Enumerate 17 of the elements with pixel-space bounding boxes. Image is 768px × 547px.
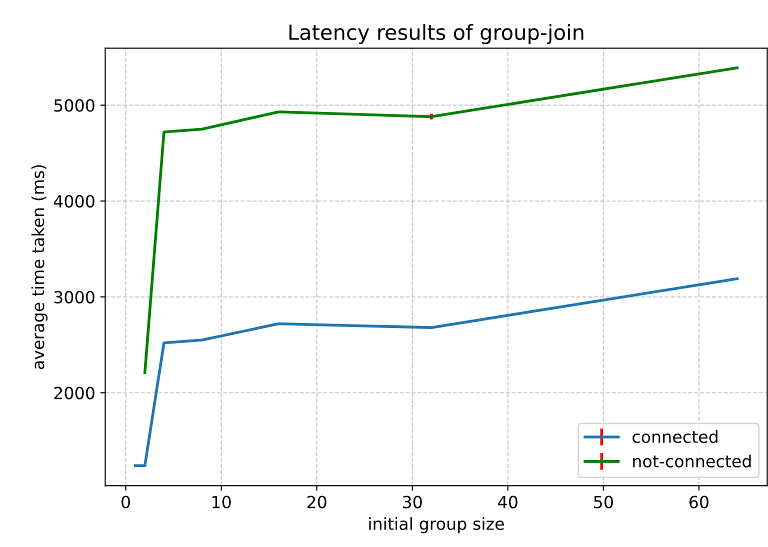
x-tick-label: 30	[403, 496, 422, 508]
line-series	[143, 66, 739, 374]
y-tick-label: 2000	[54, 386, 94, 400]
x-tick-label: 20	[307, 496, 326, 508]
x-tick-label: 0	[122, 496, 130, 508]
y-tick-label: 5000	[54, 99, 94, 112]
x-axis-title: initial group size	[369, 517, 504, 534]
y-tick-label: 3000	[54, 290, 94, 304]
legend-label: not-connected	[633, 454, 751, 468]
x-tick-label: 10	[212, 496, 231, 508]
x-tick-label: 40	[498, 496, 518, 508]
legend-label: connected	[632, 430, 718, 444]
y-axis-title: average time taken (ms)	[31, 165, 48, 370]
x-tick-label: 50	[594, 496, 613, 508]
chart-title: Latency results of group-join	[289, 24, 584, 44]
x-tick-label: 60	[689, 496, 708, 508]
y-tick-label: 4000	[54, 194, 94, 208]
